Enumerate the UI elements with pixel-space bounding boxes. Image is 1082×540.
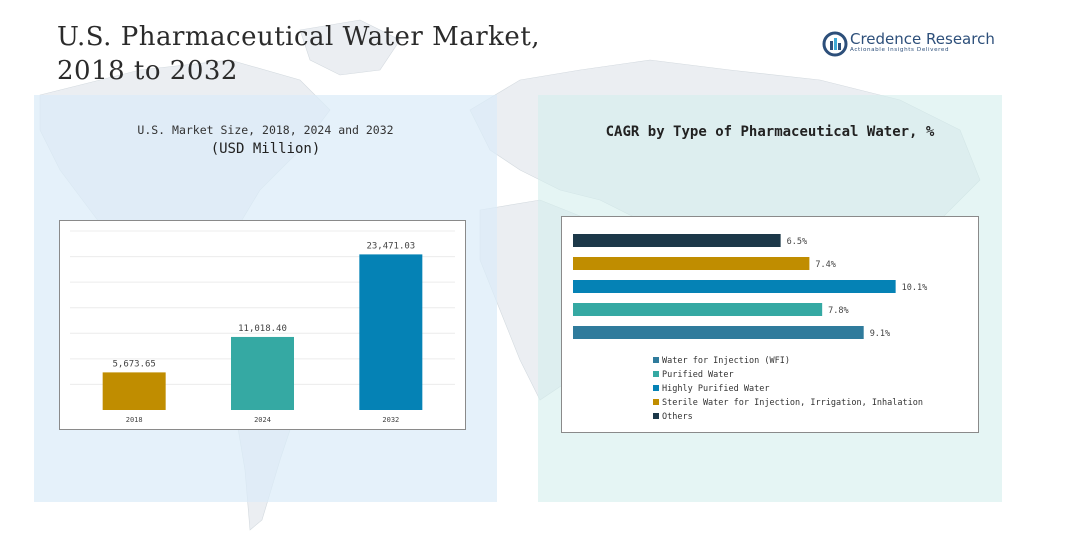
legend-swatch (653, 385, 659, 391)
logo-tagline: Actionable Insights Delivered (850, 47, 950, 53)
cagr-value-label: 7.8% (828, 306, 848, 316)
cagr-value-label: 9.1% (870, 329, 890, 339)
x-tick-label: 2018 (126, 416, 143, 424)
cagr-bar (573, 326, 864, 339)
credence-research-logo: Credence Research Actionable Insights De… (822, 30, 995, 60)
cagr-value-label: 7.4% (815, 260, 835, 270)
cagr-bar (573, 257, 810, 270)
bar-value-label: 23,471.03 (366, 241, 415, 251)
cagr-bar (573, 303, 823, 316)
page-title: U.S. Pharmaceutical Water Market, 2018 t… (57, 22, 541, 86)
cagr-value-label: 10.1% (902, 283, 928, 293)
bar-value-label: 11,018.40 (238, 324, 287, 334)
legend-swatch (653, 399, 659, 405)
bar-2032 (359, 254, 423, 410)
credence-research-logo-icon (822, 31, 848, 57)
cagr-value-label: 6.5% (787, 237, 807, 247)
legend-swatch (653, 413, 659, 419)
bar-2018 (102, 372, 166, 410)
legend-swatch (653, 371, 659, 377)
bar-2024 (231, 336, 294, 410)
market-size-chart-frame: 5,673.65 2018 11,018.40 2024 23,471.03 2032 (59, 220, 466, 430)
market-size-chart-title: U.S. Market Size, 2018, 2024 and 2032 (137, 123, 394, 137)
legend-item-label: Others (662, 412, 693, 422)
legend-swatch (653, 357, 659, 363)
cagr-horizontal-bar-chart: 6.5% 7.4% 10.1% 7.8% 9.1% Water for Injection… (573, 234, 928, 422)
x-tick-label: 2024 (254, 416, 271, 424)
cagr-bar (573, 234, 781, 247)
legend-item-label: Highly Purified Water (662, 384, 769, 394)
cagr-chart-frame: 6.5% 7.4% 10.1% 7.8% 9.1% Water for Injection… (561, 216, 979, 433)
legend-item-label: Purified Water (662, 370, 734, 380)
cagr-bar (573, 280, 896, 293)
market-size-bar-chart: 5,673.65 2018 11,018.40 2024 23,471.03 2032 (70, 230, 455, 424)
bar-value-label: 5,673.65 (112, 359, 155, 369)
market-size-chart-unit: (USD Million) (210, 141, 321, 157)
cagr-chart-title: CAGR by Type of Pharmaceutical Water, % (605, 124, 935, 140)
x-tick-label: 2032 (382, 416, 399, 424)
legend-item-label: Water for Injection (WFI) (662, 356, 790, 366)
legend-item-label: Sterile Water for Injection, Irrigation,… (662, 398, 923, 408)
logo-name: Credence Research (850, 30, 995, 48)
